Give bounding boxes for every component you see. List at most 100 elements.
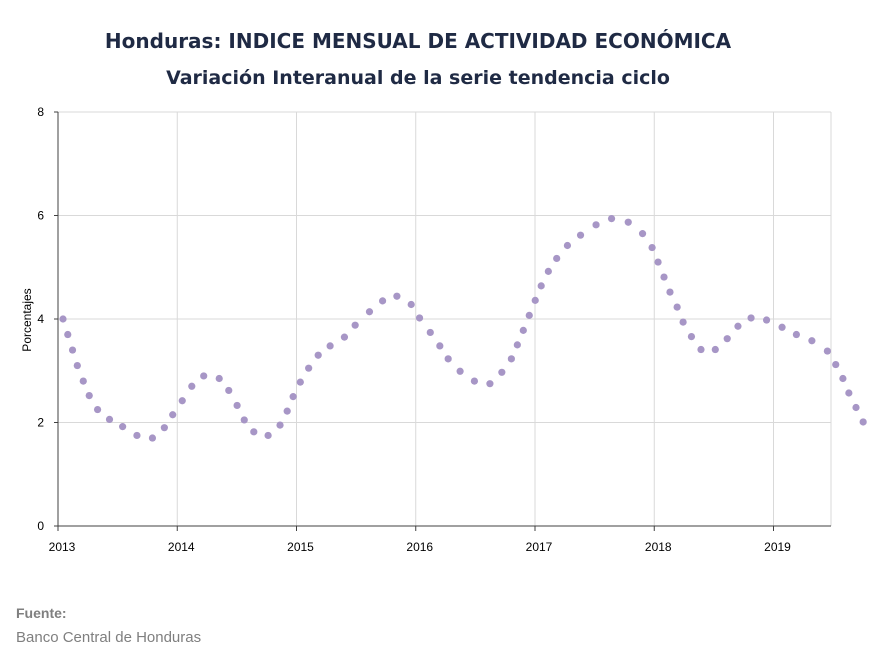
data-point [283, 407, 291, 415]
x-tick-label: 2016 [406, 540, 433, 554]
data-point [679, 318, 687, 326]
data-point [544, 267, 552, 275]
data-point [133, 431, 141, 440]
data-point [105, 415, 114, 423]
data-point [85, 391, 93, 400]
data-point [148, 434, 157, 442]
data-point [711, 345, 719, 354]
data-point [859, 418, 867, 426]
chart-subtitle: Variación Interanual de la serie tendenc… [166, 67, 670, 89]
y-tick-label: 6 [37, 209, 44, 223]
data-point [93, 405, 102, 414]
data-point [178, 397, 186, 405]
data-point [233, 401, 241, 410]
data-point [808, 337, 816, 345]
data-point [723, 335, 731, 343]
data-point [697, 345, 705, 354]
data-point [225, 386, 233, 395]
data-point [654, 258, 662, 266]
data-point [436, 342, 444, 350]
data-point [169, 411, 177, 419]
data-point [648, 243, 656, 252]
data-point [531, 296, 539, 304]
data-point [119, 423, 127, 431]
x-tick-label: 2014 [168, 540, 195, 554]
data-point [73, 361, 81, 370]
data-point [778, 323, 786, 331]
data-point [624, 218, 632, 226]
data-point [832, 360, 840, 369]
data-point [852, 403, 860, 412]
data-point [792, 330, 800, 339]
data-point [519, 326, 527, 334]
data-point [351, 321, 359, 329]
data-point [79, 377, 87, 385]
chart-title: Honduras: INDICE MENSUAL DE ACTIVIDAD EC… [104, 29, 732, 53]
x-tick-label: 2019 [764, 540, 791, 554]
data-point [823, 347, 831, 355]
x-tick-labels: 2013 2014 2015 2016 2017 2018 2019 [49, 540, 792, 554]
data-points [59, 215, 867, 442]
x-tick-label: 2013 [49, 540, 76, 554]
data-point [276, 421, 284, 429]
data-point [537, 282, 545, 290]
x-tick-label: 2017 [526, 540, 553, 554]
data-point [68, 346, 77, 354]
data-point [607, 215, 616, 223]
data-point [188, 382, 196, 390]
x-tick-label: 2015 [287, 540, 314, 554]
data-point [250, 428, 258, 436]
data-point [59, 315, 67, 323]
footer-label: Fuente: [16, 605, 67, 621]
y-tick-labels: 0 2 4 6 8 [37, 105, 44, 533]
data-point [734, 322, 742, 330]
data-point [673, 303, 681, 311]
data-point [762, 316, 771, 324]
data-point [340, 333, 349, 341]
data-point [660, 273, 668, 281]
footer-source: Banco Central de Honduras [16, 629, 202, 646]
x-tick-label: 2018 [645, 540, 672, 554]
data-point [240, 416, 248, 424]
axes [54, 111, 831, 531]
data-point [444, 355, 452, 363]
y-tick-label: 2 [37, 416, 44, 430]
data-point [378, 297, 387, 305]
data-point [365, 308, 374, 316]
data-point [326, 342, 334, 350]
data-point [470, 377, 479, 385]
data-point [592, 221, 600, 229]
data-point [393, 292, 401, 300]
y-tick-label: 8 [37, 105, 44, 119]
data-point [415, 314, 424, 322]
data-point [289, 393, 297, 401]
data-point [525, 311, 533, 319]
data-point [215, 374, 223, 383]
data-point [687, 332, 696, 341]
data-point [456, 367, 464, 375]
y-tick-label: 4 [37, 312, 44, 326]
y-axis-label: Porcentajes [20, 288, 34, 351]
data-point [498, 368, 506, 376]
data-point [666, 288, 674, 296]
data-point [553, 254, 561, 263]
data-point [576, 231, 585, 239]
data-point [845, 389, 853, 397]
data-point [64, 330, 72, 339]
data-point [160, 424, 168, 432]
data-point [407, 300, 415, 309]
y-tick-label: 0 [37, 519, 44, 533]
data-point [314, 351, 322, 359]
data-point [200, 372, 208, 380]
data-point [747, 314, 755, 322]
data-point [513, 341, 521, 349]
data-point [426, 328, 434, 337]
gridlines [58, 111, 832, 526]
data-point [638, 230, 647, 238]
data-point [563, 241, 572, 250]
data-point [305, 364, 313, 372]
data-point [296, 378, 304, 386]
data-point [486, 380, 494, 388]
data-point [839, 374, 847, 383]
